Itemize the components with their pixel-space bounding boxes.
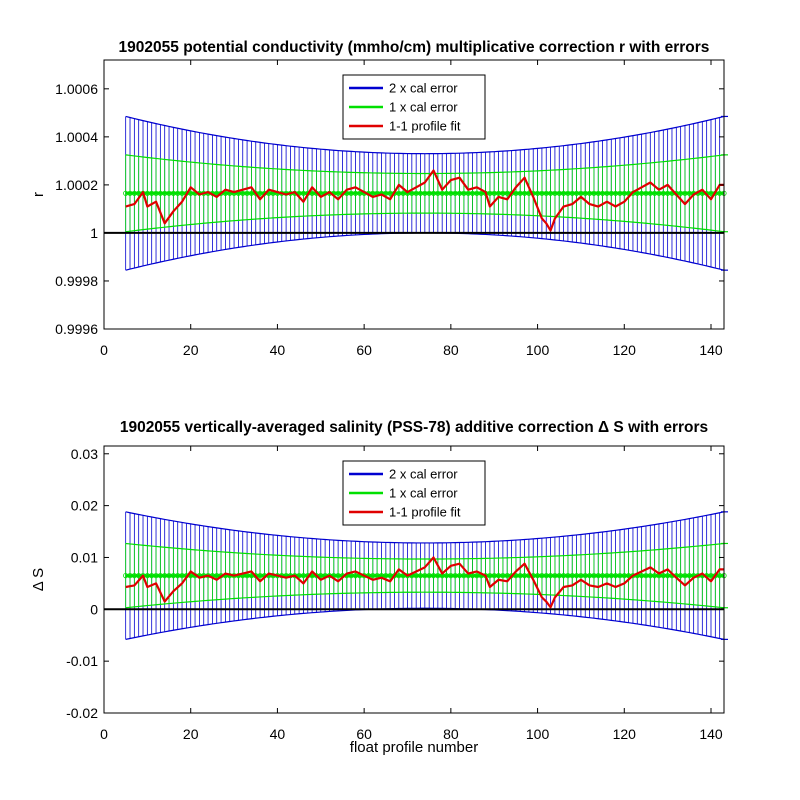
x-tick-label: 40 — [270, 342, 286, 358]
legend-label: 2 x cal error — [389, 81, 458, 96]
chart-title: 1902055 vertically-averaged salinity (PS… — [120, 419, 708, 436]
y-tick-label: 1 — [90, 225, 98, 241]
errorbar-lower-envelope — [125, 212, 725, 233]
y-tick-label: -0.01 — [66, 653, 98, 669]
y-tick-label: -0.02 — [66, 705, 98, 721]
chart-panel-2: 1902055 vertically-averaged salinity (PS… — [30, 419, 728, 756]
profile-fit-line — [125, 556, 724, 609]
legend-label: 1-1 profile fit — [389, 505, 461, 520]
legend-label: 1 x cal error — [389, 100, 458, 115]
x-tick-label: 80 — [443, 726, 459, 742]
errorbar-lower-envelope — [125, 607, 725, 640]
y-tick-label: 0.03 — [71, 446, 98, 462]
y-tick-label: 0.02 — [71, 498, 98, 514]
x-tick-label: 0 — [100, 342, 108, 358]
profile-fit-line — [125, 169, 724, 232]
x-tick-label: 140 — [699, 726, 723, 742]
x-tick-label: 60 — [356, 342, 372, 358]
legend: 2 x cal error 1 x cal error 1-1 profile fi… — [342, 74, 486, 140]
x-tick-label: 120 — [613, 342, 637, 358]
errorbar-lower-envelope — [125, 591, 725, 609]
x-tick-label: 140 — [699, 342, 723, 358]
y-axis-label: r — [30, 192, 47, 197]
x-tick-label: 80 — [443, 342, 459, 358]
x-tick-label: 20 — [183, 726, 199, 742]
y-tick-label: 0 — [90, 601, 98, 617]
x-tick-label: 40 — [270, 726, 286, 742]
y-tick-label: 1.0004 — [55, 129, 98, 145]
y-tick-label: 1.0002 — [55, 177, 98, 193]
chart-title: 1902055 potential conductivity (mmho/cm)… — [119, 39, 710, 56]
x-tick-label: 60 — [356, 726, 372, 742]
errorbar-upper-envelope — [125, 115, 725, 155]
y-tick-label: 0.9998 — [55, 273, 98, 289]
errorbar-upper-envelope — [125, 511, 725, 544]
legend: 2 x cal error 1 x cal error 1-1 profile fi… — [342, 460, 486, 526]
errorbar-upper-envelope — [125, 154, 725, 175]
x-tick-label: 20 — [183, 342, 199, 358]
y-tick-label: 0.01 — [71, 549, 98, 565]
axes-box — [103, 445, 725, 714]
y-tick-label: 1.0006 — [55, 81, 98, 97]
x-tick-label: 100 — [526, 726, 550, 742]
legend-label: 1 x cal error — [389, 486, 458, 501]
legend-box — [342, 460, 486, 526]
legend-label: 2 x cal error — [389, 467, 458, 482]
errorbar-upper-envelope — [125, 542, 725, 560]
x-tick-label: 120 — [613, 726, 637, 742]
legend-label: 1-1 profile fit — [389, 119, 461, 134]
axes-box — [103, 59, 725, 330]
x-tick-label: 100 — [526, 342, 550, 358]
chart-panel-1: 1902055 potential conductivity (mmho/cm)… — [30, 39, 728, 358]
y-tick-label: 0.9996 — [55, 321, 98, 337]
x-axis-label: float profile number — [350, 739, 478, 756]
x-tick-label: 0 — [100, 726, 108, 742]
y-axis-label: Δ S — [30, 568, 47, 591]
